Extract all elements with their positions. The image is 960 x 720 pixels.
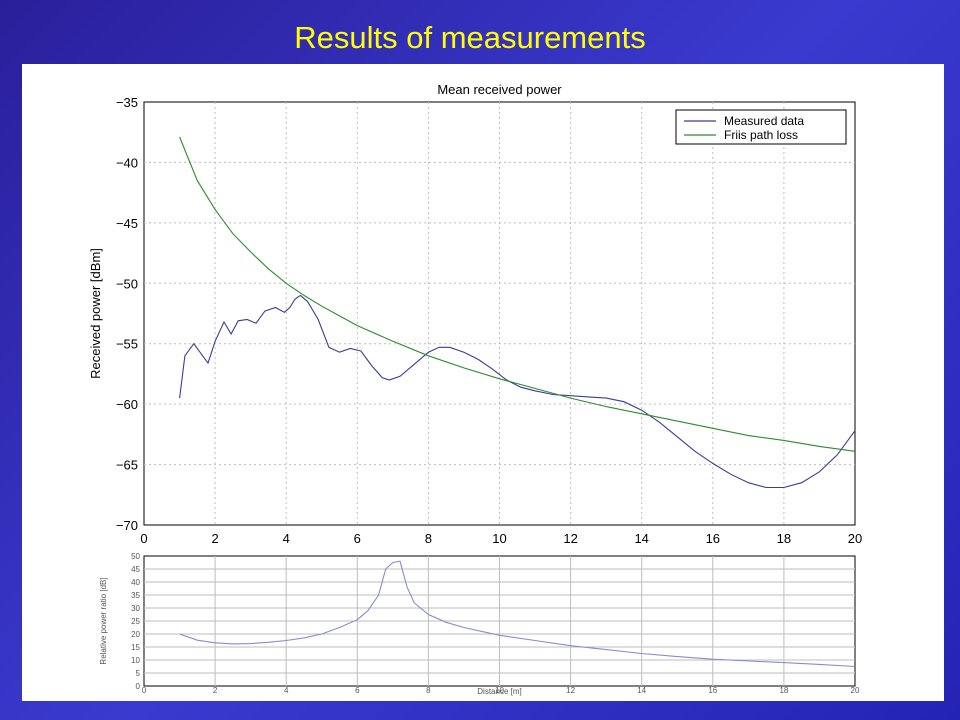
slide-title: Results of measurements: [294, 20, 646, 55]
chart-canvas: 0 2 4 6 8 10 12 14 16 18 20−35−40−45−50−55−60−65−7…: [88, 82, 862, 696]
bottom-ytick-label: 25: [131, 617, 140, 626]
bottom-xtick-label: 6: [355, 686, 360, 695]
bottom-ytick-label: 50: [131, 552, 140, 561]
bottom-ytick-label: 20: [131, 630, 140, 639]
top-xtick-label: 4: [283, 531, 290, 546]
received-power-plot: 0 2 4 6 8 10 12 14 16 18 20 −35 −40 −45 −50 −55 −60 −65 −7…: [88, 82, 862, 546]
top-xtick-label: 20: [848, 531, 862, 546]
bottom-ytick-label: 15: [131, 643, 140, 652]
bottom-ytick-label: 5: [136, 669, 141, 678]
bottom-xlabel: Distance [m]: [477, 687, 521, 696]
top-xtick-label: 14: [634, 531, 648, 546]
top-xtick-label: 2: [211, 531, 218, 546]
top-ytick-label: −50: [116, 276, 138, 291]
top-xtick-label: 18: [777, 531, 791, 546]
bottom-xtick-label: 16: [708, 686, 717, 695]
top-ytick-label: −60: [116, 397, 138, 412]
top-xtick-label: 12: [563, 531, 577, 546]
top-series-measured-data: [179, 294, 856, 489]
top-ylabel: Received power [dBm]: [88, 248, 103, 379]
legend-box: [675, 109, 847, 145]
bottom-xtick-label: 2: [213, 686, 218, 695]
bottom-ytick-label: 40: [131, 578, 140, 587]
bottom-xtick-label: 18: [779, 686, 788, 695]
top-xtick-label: 6: [354, 531, 361, 546]
bottom-series-line-0: [179, 560, 856, 668]
power-ratio-plot: 0 2 4 6 8 10 12 14 16 18 2005101520253035404550Dis…: [99, 552, 860, 696]
top-xtick-label: 10: [492, 531, 506, 546]
legend-label: Measured data: [724, 114, 804, 128]
bottom-ytick-label: 10: [131, 656, 140, 665]
top-title: Mean received power: [437, 82, 562, 97]
bottom-ytick-label: 35: [131, 591, 140, 600]
bottom-xtick-label: 14: [637, 686, 646, 695]
top-ytick-label: −40: [116, 155, 138, 170]
top-ytick-label: −70: [116, 518, 138, 533]
bottom-ytick-label: 45: [131, 565, 140, 574]
bottom-xtick-label: 8: [426, 686, 431, 695]
top-xtick-label: 8: [425, 531, 432, 546]
bottom-ytick-label: 0: [136, 682, 141, 691]
top-ytick-label: −65: [116, 458, 138, 473]
bottom-xtick-label: 12: [566, 686, 575, 695]
top-ytick-label: −35: [116, 95, 138, 110]
top-series-friis-path-loss: [179, 136, 856, 452]
bottom-xtick-label: 0: [142, 686, 147, 695]
bottom-ylabel: Relative power ratio [dB]: [99, 577, 108, 664]
bottom-xtick-label: 4: [284, 686, 289, 695]
top-ytick-label: −55: [116, 337, 138, 352]
legend-label: Friis path loss: [724, 128, 798, 142]
top-ytick-label: −45: [116, 216, 138, 231]
figure-panel: 0 2 4 6 8 10 12 14 16 18 20 −35 −40 −45 −50 −55 −60 −65 −7…: [22, 64, 944, 701]
top-xtick-label: 16: [706, 531, 720, 546]
top-xtick-label: 0: [140, 531, 147, 546]
bottom-xtick-label: 20: [851, 686, 860, 695]
bottom-xtick-label: 10: [495, 686, 504, 695]
bottom-ytick-label: 30: [131, 604, 140, 613]
